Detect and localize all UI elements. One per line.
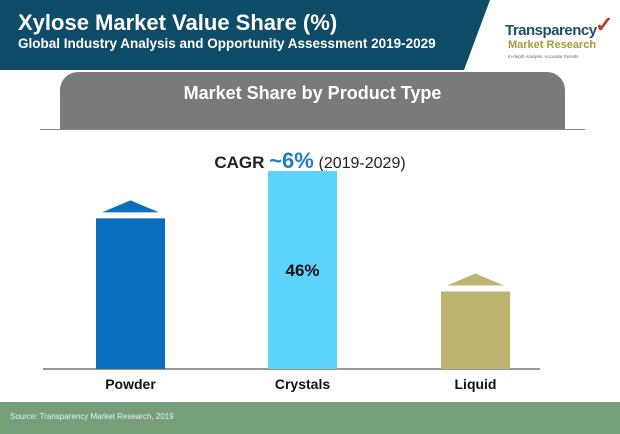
section-header xyxy=(60,72,565,130)
bar-powder xyxy=(96,218,165,369)
category-label: Liquid xyxy=(455,376,497,392)
page-title: Xylose Market Value Share (%) xyxy=(18,10,338,35)
data-label: 46% xyxy=(285,261,319,280)
bar-chart: Powder Crystals 46% Liquid xyxy=(43,171,540,392)
source-note: Source: Transparency Market Research, 20… xyxy=(10,412,174,421)
bar-liquid xyxy=(441,291,510,369)
footer-bar xyxy=(0,402,620,434)
header-banner: Xylose Market Value Share (%) Global Ind… xyxy=(0,0,620,70)
bar-cap-liquid xyxy=(447,273,504,286)
bar-crystals xyxy=(268,171,337,369)
bar-cap-powder xyxy=(102,200,159,213)
page-subtitle: Global Industry Analysis and Opportunity… xyxy=(18,36,436,51)
check-icon: ✓ xyxy=(595,12,614,37)
divider xyxy=(40,129,585,130)
category-label: Crystals xyxy=(275,376,330,392)
cagr-label: CAGR ~6% (2019-2029) xyxy=(214,148,406,173)
category-label: Powder xyxy=(105,376,156,392)
logo: Transparency Market Research In-depth An… xyxy=(505,12,614,59)
section-title: Market Share by Product Type xyxy=(183,83,442,103)
